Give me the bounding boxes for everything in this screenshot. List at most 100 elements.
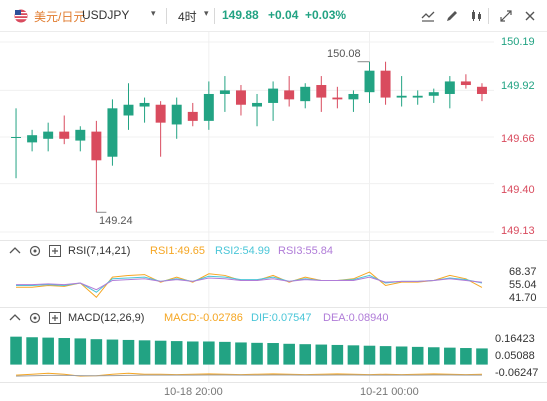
line-chart-icon[interactable] (420, 8, 436, 24)
macd-histogram-bar (186, 341, 199, 365)
rsi-title: RSI(7,14,21) (68, 245, 131, 257)
rsi-line-rsi1 (16, 271, 483, 299)
rsi-legend: RSI(7,14,21) RSI1:49.65 RSI2:54.99 RSI3:… (0, 244, 547, 260)
macd-histogram-bar (106, 339, 119, 365)
candle-up (364, 70, 375, 93)
interval-dropdown-icon[interactable]: ▾ (204, 8, 209, 18)
time-axis-label: 10-21 00:00 (360, 386, 419, 398)
price-axis-label: 149.40 (501, 184, 535, 196)
symbol-code[interactable]: USDJPY (82, 8, 130, 22)
rsi-axis-label: 55.04 (509, 279, 537, 291)
expand-icon[interactable] (498, 8, 514, 24)
candle-up (300, 86, 311, 102)
candle-down (380, 70, 391, 98)
macd-axis-label: 0.05088 (495, 350, 535, 362)
price-axis-label: 150.19 (501, 36, 535, 48)
macd-histogram-bar (58, 338, 71, 365)
macd-histogram-bar (219, 341, 231, 365)
candle-down (91, 131, 102, 161)
macd-histogram-bar (203, 341, 215, 365)
macd-title: MACD(12,26,9) (68, 312, 145, 324)
macd-histogram-bar (411, 346, 424, 365)
candle-down (460, 81, 471, 86)
add-indicator-icon[interactable] (48, 311, 62, 325)
candle-up (123, 104, 134, 116)
candle-up (27, 135, 38, 143)
macd-axis-label: 0.16423 (495, 333, 535, 345)
macd-histogram-bar (363, 345, 376, 365)
candle-up (412, 95, 423, 98)
collapse-icon[interactable] (8, 311, 22, 325)
macd-histogram-bar (460, 348, 472, 365)
macd-histogram-bar (74, 338, 87, 365)
macd-histogram-bar (10, 336, 22, 365)
candle-up (203, 93, 214, 121)
candle-down (332, 97, 343, 100)
candle-up (396, 95, 407, 98)
macd-value: MACD:-0.02786 (164, 312, 243, 324)
macd-histogram-bar (444, 347, 456, 365)
dif-value: DIF:0.07547 (251, 312, 312, 324)
candle-up (107, 108, 118, 157)
interval-selector[interactable]: 4时 (178, 10, 197, 24)
candle-down (59, 131, 70, 139)
chart-header: 美元/日元 USDJPY ▾ 4时 ▾ 149.88 +0.04 +0.03% (0, 0, 547, 32)
symbol-dropdown-icon[interactable]: ▾ (151, 8, 156, 18)
candlestick-icon[interactable] (468, 8, 484, 24)
candle-up (348, 93, 359, 100)
panel-divider (0, 382, 547, 383)
rsi-axis-label: 41.70 (509, 292, 537, 304)
low-price-annotation: 149.24 (99, 215, 133, 227)
rsi-line-rsi3 (16, 276, 483, 291)
macd-legend: MACD(12,26,9) MACD:-0.02786 DIF:0.07547 … (0, 311, 547, 327)
add-indicator-icon[interactable] (48, 244, 62, 258)
macd-histogram-bar (90, 339, 103, 365)
dea-line (16, 374, 482, 377)
macd-histogram-bar (267, 343, 279, 365)
close-icon[interactable] (522, 8, 538, 24)
symbol-name[interactable]: 美元/日元 (34, 10, 86, 24)
candle-up (75, 129, 86, 141)
macd-histogram-bar (315, 344, 328, 365)
macd-histogram-bar (154, 340, 167, 365)
macd-histogram-bar (379, 346, 392, 365)
candle-up (268, 88, 279, 103)
macd-histogram-bar (26, 337, 38, 365)
rsi2-value: RSI2:54.99 (215, 245, 271, 257)
candle-up (171, 104, 182, 125)
candle-down (284, 90, 295, 100)
macd-histogram-bar (299, 344, 312, 365)
macd-histogram-bar (122, 339, 135, 365)
candle-down (235, 90, 246, 105)
rsi-line-rsi2 (16, 274, 483, 293)
rsi-axis-label: 68.37 (509, 266, 537, 278)
rsi3-value: RSI3:55.84 (278, 245, 334, 257)
macd-histogram-bar (331, 344, 344, 365)
collapse-icon[interactable] (8, 244, 22, 258)
rsi1-value: RSI1:49.65 (150, 245, 206, 257)
high-price-annotation: 150.08 (327, 48, 361, 60)
candle-up (43, 131, 54, 139)
candle-up (252, 102, 263, 107)
settings-icon[interactable] (28, 244, 42, 258)
header-divider (488, 8, 489, 24)
header-divider (214, 8, 215, 24)
header-divider (166, 8, 167, 24)
price-axis-label: 149.92 (501, 80, 535, 92)
pencil-icon[interactable] (444, 8, 460, 24)
macd-histogram-bar (347, 345, 360, 365)
price-axis-label: 149.13 (501, 225, 535, 237)
last-price: 149.88 (222, 8, 259, 22)
usd-flag-icon (14, 9, 28, 23)
candle-up (139, 102, 150, 107)
macd-histogram-bar (427, 347, 440, 365)
candle-down (476, 86, 487, 94)
candle-up (11, 137, 22, 138)
macd-histogram-bar (235, 342, 247, 365)
candle-down (187, 111, 198, 121)
price-change: +0.04 (268, 8, 299, 22)
price-axis-label: 149.66 (501, 133, 535, 145)
macd-histogram-bar (138, 340, 151, 365)
settings-icon[interactable] (28, 311, 42, 325)
